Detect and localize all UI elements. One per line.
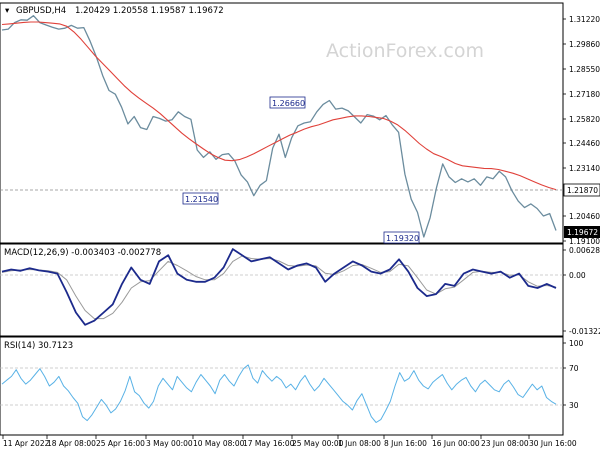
moving-average-line [1,21,557,191]
x-axis-tick: 11 Apr 2022 [3,439,50,448]
low-annotation-label: 1.21540 [185,195,218,204]
x-axis-tick: 8 Jun 16:00 [384,439,427,448]
price-axis-tick: 1.27180 [569,90,600,99]
current-price-badge [563,183,600,197]
ohlc-values: 1.20429 1.20558 1.19587 1.19672 [75,6,224,16]
price-axis-tick: 1.19100 [569,237,600,246]
price-axis-tick: 1.29860 [569,40,600,49]
x-axis-tick: 18 Apr 08:00 [47,439,96,448]
x-axis-tick: 17 May 16:00 [243,439,295,448]
rsi-title: RSI(14) 30.7123 [4,341,73,351]
watermark: ActionForex.com [326,40,484,62]
x-axis-tick: 30 Jun 16:00 [529,439,577,448]
low-annotation-box [182,192,219,205]
macd-axis-tick: 0.006285 [569,246,600,255]
price-axis-tick: 1.31220 [569,15,600,24]
rsi-line [1,364,557,423]
macd-series-group [1,248,557,326]
x-axis-tick: 23 Jun 08:00 [481,439,529,448]
x-axis-tick: 25 Apr 16:00 [96,439,145,448]
x-axis-tick: 16 Jun 00:00 [432,439,480,448]
price-series-group [1,15,557,238]
current-price-badge-label: 1.21870 [567,186,598,195]
x-axis-tick: 3 May 00:00 [146,439,193,448]
axis-ticks-group: 1.31220 1.29860 1.28550 1.27180 1.25820 1.244… [2,15,600,448]
macd-line [1,248,557,326]
bottom-annotation-label: 1.19320 [386,234,419,243]
price-axis-tick: 1.23140 [569,164,600,173]
rsi-axis-tick: 30 [569,401,579,410]
price-series-line [1,15,557,238]
rsi-axis-tick: 100 [569,339,584,348]
macd-panel-frame [0,243,564,337]
last-price-badge [564,226,600,238]
x-axis-tick: 25 May 00:00 [292,439,344,448]
high-annotation-label: 1.26660 [272,99,305,108]
x-axis-tick: 1 Jun 08:00 [338,439,381,448]
macd-signal-line [1,255,557,320]
rsi-panel-frame [0,336,564,436]
macd-axis-tick: -0.013223 [569,327,600,336]
last-price-badge-label: 1.19672 [567,228,598,237]
price-axis-tick: 1.28550 [569,65,600,74]
macd-axis-tick: 0.00 [569,271,586,280]
macd-title: MACD(12,26,9) -0.003403 -0.002778 [4,248,161,258]
rsi-series-group [1,364,557,423]
price-axis-tick: 1.20460 [569,212,600,221]
header-icon: ▾ [5,6,10,16]
price-axis-tick: 1.24460 [569,139,600,148]
price-axis-tick: 1.25820 [569,115,600,124]
high-annotation-box [269,96,306,109]
symbol-label: GBPUSD,H4 [16,6,66,16]
rsi-axis-tick: 70 [569,364,579,373]
price-panel-frame [0,2,564,244]
x-axis-tick: 10 May 08:00 [193,439,245,448]
bottom-annotation-box [383,231,420,244]
